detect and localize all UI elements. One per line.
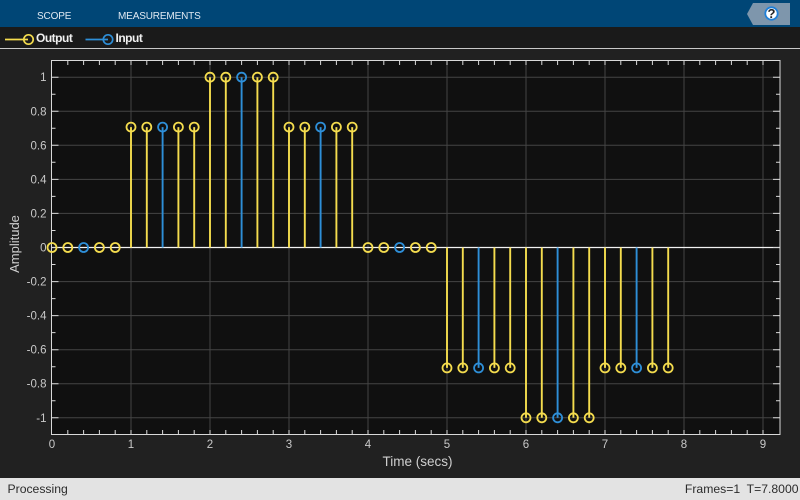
svg-text:Amplitude: Amplitude <box>7 215 22 273</box>
svg-text:1: 1 <box>128 439 134 451</box>
svg-text:3: 3 <box>286 439 292 451</box>
svg-text:7: 7 <box>602 439 608 451</box>
svg-text:-0.6: -0.6 <box>27 345 47 357</box>
svg-text:5: 5 <box>444 439 450 451</box>
svg-text:-0.4: -0.4 <box>27 311 47 323</box>
svg-text:0.4: 0.4 <box>31 174 48 186</box>
svg-text:2: 2 <box>207 439 213 451</box>
svg-text:-0.8: -0.8 <box>27 379 47 391</box>
svg-text:-0.2: -0.2 <box>27 277 47 289</box>
svg-text:0.8: 0.8 <box>31 106 47 118</box>
svg-text:1: 1 <box>40 72 46 84</box>
svg-text:8: 8 <box>681 439 687 451</box>
svg-text:4: 4 <box>365 439 372 451</box>
svg-text:6: 6 <box>523 439 529 451</box>
svg-text:?: ? <box>768 6 776 21</box>
svg-text:0.6: 0.6 <box>31 140 47 152</box>
svg-text:9: 9 <box>760 439 766 451</box>
svg-text:-1: -1 <box>36 413 46 425</box>
svg-text:0: 0 <box>40 243 46 255</box>
svg-text:Time (secs): Time (secs) <box>383 454 453 469</box>
svg-text:0.2: 0.2 <box>31 208 47 220</box>
svg-text:0: 0 <box>49 439 55 451</box>
